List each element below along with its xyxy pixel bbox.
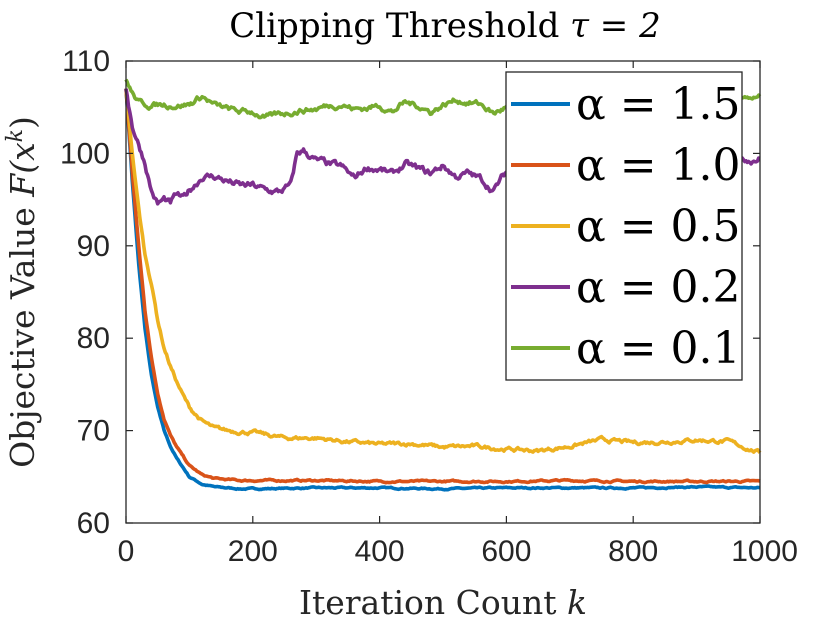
series-layer bbox=[124, 78, 762, 492]
x-tick-label: 600 bbox=[481, 535, 531, 568]
x-tick-label: 800 bbox=[608, 535, 658, 568]
x-tick-label: 400 bbox=[355, 535, 405, 568]
chart-title: Clipping Threshold τ = 2 bbox=[229, 6, 660, 46]
legend-label-1: α = 1.0 bbox=[576, 140, 741, 191]
x-tick-label: 0 bbox=[118, 535, 135, 568]
plot-frame bbox=[125, 60, 761, 524]
x-axis-label: Iteration Count k bbox=[299, 583, 587, 622]
y-tick-label: 70 bbox=[77, 415, 110, 448]
legend-label-3: α = 0.2 bbox=[576, 262, 741, 313]
y-tick-label: 90 bbox=[77, 230, 110, 263]
y-tick-label: 100 bbox=[60, 137, 110, 170]
legend-label-0: α = 1.5 bbox=[576, 79, 741, 130]
y-axis-label: Objective Value F(xk) bbox=[3, 116, 42, 468]
y-tick-label: 110 bbox=[62, 45, 110, 78]
series-line-0 bbox=[124, 88, 761, 492]
y-tick-label: 80 bbox=[77, 322, 110, 355]
legend-label-2: α = 0.5 bbox=[576, 201, 741, 252]
x-tick-label: 200 bbox=[228, 535, 278, 568]
x-tick-label: 1000 bbox=[731, 535, 798, 568]
tick-layer: 0 200 400 600 800 1000 60 70 80 90 100 110 bbox=[60, 45, 798, 568]
legend: α = 1.5 α = 1.0 α = 0.5 α = 0.2 α = 0.1 bbox=[505, 71, 743, 381]
series-line-2 bbox=[124, 88, 762, 454]
y-tick-label: 60 bbox=[77, 507, 110, 540]
legend-label-4: α = 0.1 bbox=[576, 323, 741, 374]
series-line-1 bbox=[124, 88, 761, 485]
